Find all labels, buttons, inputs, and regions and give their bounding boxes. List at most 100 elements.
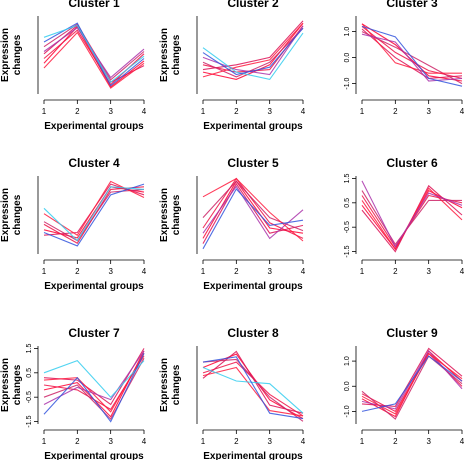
series-line xyxy=(202,25,304,73)
series-line xyxy=(202,27,304,76)
x-tick-label: 1 xyxy=(201,267,206,276)
x-tick-label: 2 xyxy=(234,107,239,116)
series-line xyxy=(361,25,463,87)
series-line xyxy=(361,25,463,79)
chart-title: Cluster 8 xyxy=(227,326,279,340)
series-line xyxy=(361,23,462,74)
y-axis-title: Expression xyxy=(159,358,170,412)
series-line xyxy=(361,23,463,82)
y-tick-label: -1.5 xyxy=(344,245,351,257)
series-line xyxy=(202,32,304,81)
y-axis-title: changes xyxy=(171,194,182,235)
cluster-chart-7: Cluster 7 1 2 3 4 -1.5 -0.5 0.5 1.5 Experimental … xyxy=(0,326,147,460)
y-tick-label: 0.0 xyxy=(344,381,351,391)
y-tick-label: -1.0 xyxy=(344,405,351,417)
x-axis-title: Experimental groups xyxy=(44,451,144,460)
x-tick-label: 4 xyxy=(142,107,147,116)
y-tick-label: -1.5 xyxy=(26,415,33,427)
series-line xyxy=(361,352,463,415)
x-tick-label: 2 xyxy=(393,437,398,446)
x-tick-label: 4 xyxy=(142,437,147,446)
cluster-chart-3: Cluster 3 1 2 3 4 -1.0 0.0 1.0 xyxy=(344,0,465,116)
chart-title: Cluster 2 xyxy=(227,0,279,10)
chart-title: Cluster 6 xyxy=(386,156,438,170)
y-tick-label: 1.5 xyxy=(26,343,33,353)
x-tick-label: 3 xyxy=(108,267,113,276)
y-tick-label: 0.0 xyxy=(344,53,351,63)
cluster-chart-8: Cluster 8 1 2 3 4 Experimental groups Expressi… xyxy=(159,326,306,460)
cluster-chart-2: Cluster 2 1 2 3 4 Experimental groups Expressi… xyxy=(159,0,306,132)
x-tick-label: 4 xyxy=(301,437,306,446)
x-tick-label: 1 xyxy=(201,437,206,446)
x-tick-label: 3 xyxy=(267,437,272,446)
x-tick-label: 3 xyxy=(108,437,113,446)
x-axis-title: Experimental groups xyxy=(44,121,144,132)
x-tick-label: 3 xyxy=(267,267,272,276)
x-tick-label: 2 xyxy=(75,267,80,276)
series-line xyxy=(43,353,145,423)
y-axis-title: changes xyxy=(12,34,23,75)
y-axis-title: changes xyxy=(12,194,23,235)
y-tick-label: 1.0 xyxy=(344,356,351,366)
cluster-chart-5: Cluster 5 1 2 3 4 Experimental groups Expressi… xyxy=(159,156,306,292)
x-tick-label: 2 xyxy=(234,267,239,276)
y-tick-label: -0.5 xyxy=(344,221,351,233)
series-line xyxy=(43,186,145,244)
series-line xyxy=(202,366,304,417)
y-axis-title: changes xyxy=(171,34,182,75)
y-axis-title: Expression xyxy=(159,188,170,242)
series-line xyxy=(361,187,463,251)
x-tick-label: 4 xyxy=(460,267,465,276)
y-tick-label: -1.0 xyxy=(344,77,351,89)
x-tick-label: 4 xyxy=(460,437,465,446)
y-tick-label: 1.0 xyxy=(344,27,351,37)
series-line xyxy=(202,22,304,78)
series-line xyxy=(361,190,462,246)
cluster-chart-6: Cluster 6 1 2 3 4 -1.5 -0.5 0.5 1.5 xyxy=(344,156,465,276)
series-line xyxy=(361,347,463,407)
series-line xyxy=(361,28,463,79)
series-line xyxy=(43,188,145,242)
series-line xyxy=(202,177,304,239)
series-line xyxy=(43,359,145,399)
x-tick-label: 4 xyxy=(301,107,306,116)
chart-title: Cluster 7 xyxy=(68,326,120,340)
y-axis-title: changes xyxy=(171,364,182,405)
x-axis-title: Experimental groups xyxy=(44,281,144,292)
series-line xyxy=(202,20,304,71)
x-tick-label: 4 xyxy=(460,107,465,116)
x-tick-label: 2 xyxy=(234,437,239,446)
series-line xyxy=(202,366,304,414)
chart-title: Cluster 3 xyxy=(386,0,438,10)
series-line xyxy=(202,185,304,240)
series-line xyxy=(361,31,463,85)
x-tick-label: 3 xyxy=(426,437,431,446)
y-axis-title: Expression xyxy=(0,28,11,82)
series-line xyxy=(361,352,463,413)
x-tick-label: 2 xyxy=(75,107,80,116)
series-line xyxy=(202,356,304,420)
series-line xyxy=(361,355,463,420)
series-line xyxy=(43,29,145,86)
series-line xyxy=(43,186,145,242)
chart-title: Cluster 1 xyxy=(68,0,120,10)
y-tick-label: 0.5 xyxy=(344,198,351,208)
series-line xyxy=(202,358,304,422)
cluster-chart-1: Cluster 1 1 2 3 4 Experimental groups Expressi… xyxy=(0,0,147,132)
x-tick-label: 1 xyxy=(201,107,206,116)
y-axis-title: Expression xyxy=(0,358,11,412)
x-tick-label: 3 xyxy=(426,267,431,276)
x-tick-label: 2 xyxy=(393,107,398,116)
y-axis-title: Expression xyxy=(0,188,11,242)
cluster-chart-4: Cluster 4 1 2 3 4 Experimental groups Expressi… xyxy=(0,156,147,292)
x-tick-label: 2 xyxy=(393,267,398,276)
chart-title: Cluster 4 xyxy=(68,156,120,170)
series-line xyxy=(361,194,463,248)
series-line xyxy=(43,183,145,247)
series-line xyxy=(361,355,463,412)
x-tick-label: 2 xyxy=(75,437,80,446)
series-line xyxy=(202,27,304,78)
series-line xyxy=(361,180,463,248)
y-tick-label: 0.5 xyxy=(26,368,33,378)
x-tick-label: 1 xyxy=(42,437,47,446)
